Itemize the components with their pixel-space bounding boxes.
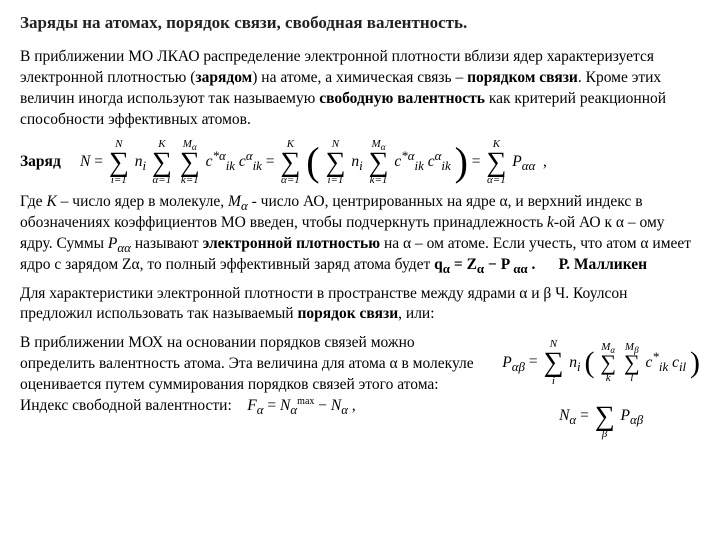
text: – число ядер в молекуле, (57, 193, 228, 210)
sum-lower: k=1 (369, 175, 389, 186)
sym-P: Pαα (512, 153, 535, 170)
equation-N: N = N ∑ i=1 ni K ∑ α=1 Mα ∑ k=1 c*αik cα… (80, 139, 547, 186)
sum-lower: α=1 (280, 175, 300, 186)
text: ) на атоме, а химическая связь – (252, 69, 467, 86)
sym-minus: − (318, 397, 327, 414)
equation-Fa: Fα = Nαmax − Nα , (247, 397, 355, 414)
term-electron-density: электронной плотностью (203, 235, 381, 252)
sum-icon: Mβ ∑ l (624, 342, 640, 384)
sigma-icon: ∑ (624, 353, 640, 373)
sym-eq: = (267, 397, 276, 414)
attribution-mulliken: Р. Малликен (559, 256, 647, 273)
sym-c-star: c*αik (206, 153, 235, 170)
sum-icon: Mα ∑ k=1 (180, 139, 200, 186)
intro-paragraph: В приближении МО ЛКАО распределение элек… (20, 47, 700, 131)
sigma-icon: ∑ (325, 150, 345, 175)
sum-icon: Mα ∑ k=1 (369, 139, 389, 186)
sum-lower: k=1 (180, 175, 200, 186)
sym-comma: , (543, 153, 547, 170)
sym-eq: = (472, 153, 481, 170)
sym-eq: = (580, 407, 589, 424)
right-paren-icon: ) (455, 150, 468, 174)
term-bond-order-2: порядок связи (297, 305, 398, 322)
sum-icon: N ∑ i=1 (109, 139, 129, 186)
charge-label: Заряд (20, 152, 80, 173)
left-paren-icon: ( (585, 354, 595, 372)
sym-eq: = (94, 153, 103, 170)
sigma-icon: ∑ (600, 353, 616, 373)
sym-c-star: c*ik (646, 354, 669, 371)
sym-K: K (46, 193, 56, 210)
page-title: Заряды на атомах, порядок связи, свободн… (20, 12, 700, 35)
sum-icon: N ∑ i (543, 339, 563, 386)
sym-F: Fα (247, 397, 263, 414)
sym-Pab: Pαβ (621, 407, 644, 424)
sym-Pab: Pαβ (502, 354, 525, 371)
sigma-icon: ∑ (109, 150, 129, 175)
sym-Na: Nα (559, 407, 576, 424)
right-paren-icon: ) (690, 354, 700, 372)
sigma-icon: ∑ (280, 150, 300, 175)
equation-q: qα = Zα − P αα . (434, 256, 535, 273)
sigma-icon: ∑ (486, 150, 506, 175)
sym-c: cil (672, 354, 686, 371)
sym-comma: , (352, 397, 356, 414)
sym-k: k (547, 214, 554, 231)
bond-order-paragraph: Для характеристики электронной плотности… (20, 284, 700, 326)
term-bond-order: порядком связи (467, 69, 578, 86)
definition-paragraph: Где K – число ядер в молекуле, Mα - числ… (20, 192, 700, 276)
text: Индекс свободной валентности: (20, 397, 232, 414)
text: Где (20, 193, 46, 210)
equations-right: Pαβ = N ∑ i ni ( Mα ∑ k Mβ ∑ l c*ik cil … (502, 333, 700, 445)
equation-Pab: Pαβ = N ∑ i ni ( Mα ∑ k Mβ ∑ l c*ik cil … (502, 339, 700, 386)
equation-Na: Nα = ∑ β Pαβ (502, 393, 700, 440)
sigma-icon: ∑ (152, 150, 172, 175)
sum-lower: i=1 (109, 175, 129, 186)
equation-N-row: Заряд N = N ∑ i=1 ni K ∑ α=1 Mα ∑ k=1 c*… (20, 139, 700, 186)
term-free-valence: свободную валентность (319, 90, 485, 107)
valence-paragraph: В приближении МОХ на основании порядков … (20, 333, 492, 417)
sym-Ma: Mα (228, 193, 248, 210)
sym-Na: Nα (331, 397, 348, 414)
sym-Paa: Pαα (108, 235, 131, 252)
text: В приближении МОХ на основании порядков … (20, 334, 474, 393)
text: называют (131, 235, 203, 252)
sym-Nmax: Nαmax (280, 397, 314, 414)
sum-lower: α=1 (152, 175, 172, 186)
sum-icon: Mα ∑ k (600, 342, 616, 384)
sum-icon: ∑ β (595, 393, 615, 440)
sum-icon: K ∑ α=1 (280, 139, 300, 186)
sym-n: ni (135, 153, 146, 170)
sigma-icon: ∑ (595, 404, 615, 429)
sigma-icon: ∑ (180, 150, 200, 175)
sym-c: cαik (428, 153, 451, 170)
sym-eq: = (266, 153, 275, 170)
sum-lower: α=1 (486, 175, 506, 186)
left-paren-icon: ( (306, 150, 319, 174)
bottom-two-col: В приближении МОХ на основании порядков … (20, 333, 700, 445)
sum-icon: K ∑ α=1 (152, 139, 172, 186)
text: , или: (398, 305, 434, 322)
term-charge: зарядом (195, 69, 252, 86)
sym-n: ni (569, 354, 580, 371)
sym-eq: = (529, 354, 538, 371)
sum-lower: i=1 (325, 175, 345, 186)
sym-c: cαik (239, 153, 262, 170)
sum-icon: N ∑ i=1 (325, 139, 345, 186)
sym-c-star: c*αik (394, 153, 423, 170)
sigma-icon: ∑ (543, 350, 563, 375)
sum-icon: K ∑ α=1 (486, 139, 506, 186)
sym-N: N (80, 153, 90, 170)
sym-n: ni (351, 153, 362, 170)
sigma-icon: ∑ (369, 150, 389, 175)
